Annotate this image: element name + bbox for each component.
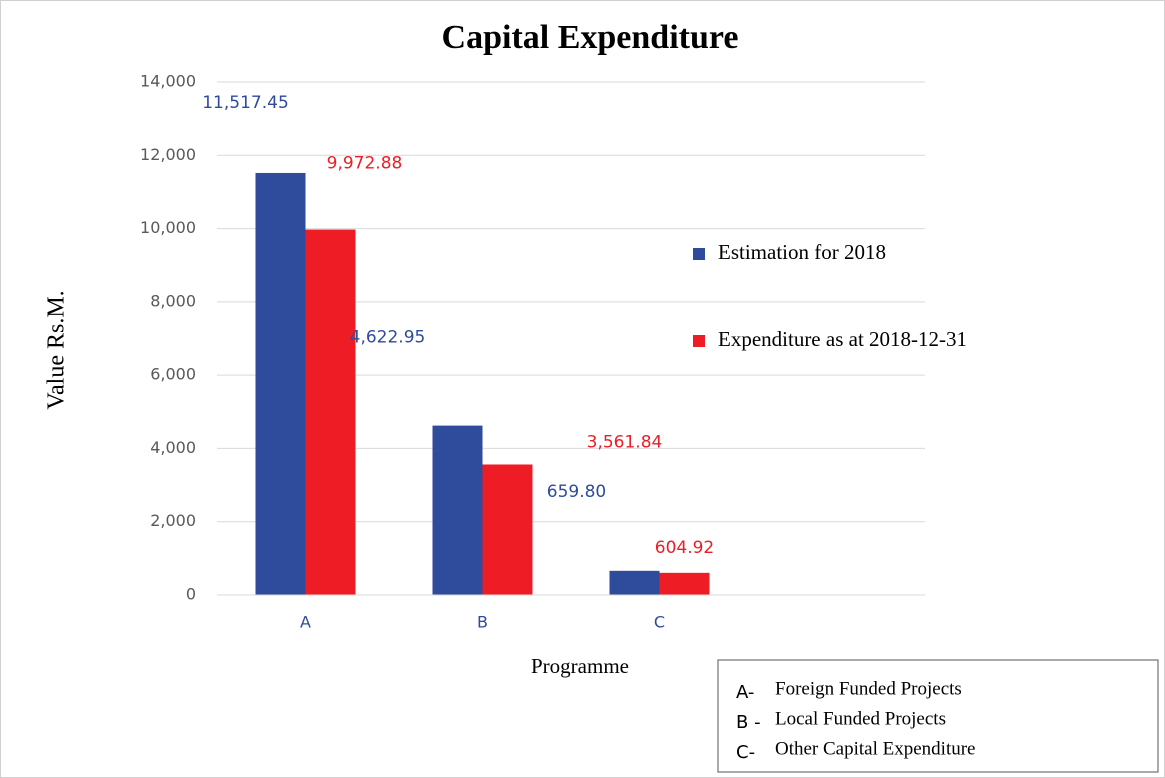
note-text: Other Capital Expenditure: [775, 738, 976, 759]
x-tick-label: B: [477, 613, 488, 632]
data-label: 659.80: [547, 482, 606, 502]
note-text: Foreign Funded Projects: [775, 678, 962, 699]
note-key: B -: [736, 712, 761, 733]
data-label: 604.92: [655, 538, 714, 558]
y-tick-label: 0: [186, 585, 196, 604]
data-label: 9,972.88: [327, 154, 403, 174]
y-tick-label: 6,000: [150, 365, 196, 384]
x-tick-label: C: [654, 613, 665, 632]
y-tick-label: 2,000: [150, 511, 196, 530]
y-tick-label: 10,000: [140, 218, 196, 237]
bar: [305, 229, 356, 595]
data-label: 4,622.95: [350, 328, 426, 348]
note-key: C-: [736, 742, 755, 763]
notes-box: [717, 659, 1159, 773]
legend-swatch: [693, 335, 705, 347]
legend-label: Expenditure as at 2018-12-31: [718, 327, 967, 351]
data-label: 11,517.45: [202, 93, 289, 113]
y-axis-label: Value Rs.M.: [44, 290, 70, 409]
bar: [432, 425, 483, 595]
data-label: 3,561.84: [587, 432, 663, 452]
bar: [659, 572, 710, 595]
bar: [255, 172, 306, 596]
bar: [609, 570, 660, 595]
legend-label: Estimation for 2018: [718, 240, 886, 264]
chart-title: Capital Expenditure: [442, 19, 739, 56]
y-tick-label: 12,000: [140, 145, 196, 164]
y-tick-label: 4,000: [150, 438, 196, 457]
bar: [482, 464, 533, 595]
x-tick-label: A: [300, 613, 311, 632]
legend-swatch: [693, 248, 705, 260]
y-tick-label: 14,000: [140, 72, 196, 91]
x-axis-label: Programme: [531, 654, 629, 678]
y-tick-label: 8,000: [150, 291, 196, 310]
note-key: A-: [736, 682, 754, 703]
note-text: Local Funded Projects: [775, 708, 946, 729]
